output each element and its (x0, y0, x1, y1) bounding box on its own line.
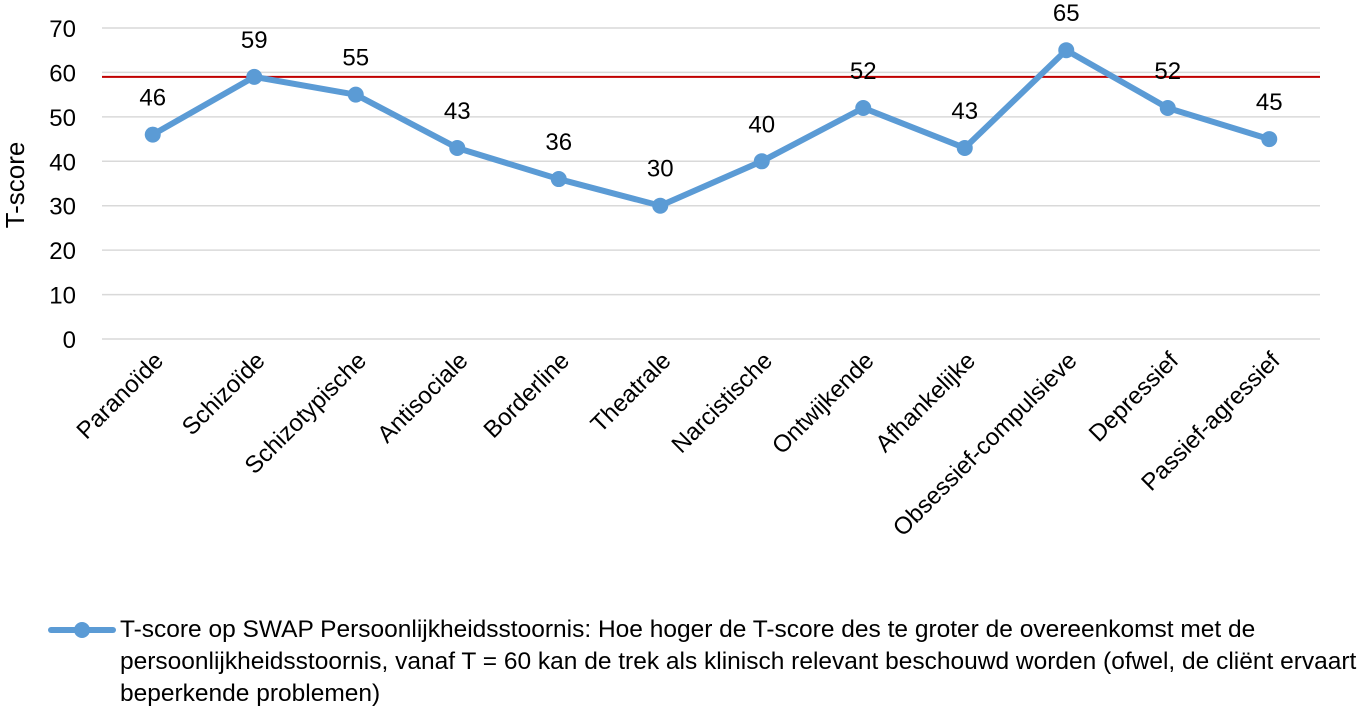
y-tick-label: 10 (49, 283, 76, 310)
y-tick-label: 60 (49, 60, 76, 87)
data-label: 46 (139, 85, 166, 112)
data-label: 43 (444, 98, 471, 125)
data-point (956, 139, 973, 156)
data-point (855, 99, 872, 116)
y-axis-title: T-score (0, 142, 30, 229)
y-axis-ticks: 0 10 20 30 40 50 60 70 (49, 16, 76, 354)
legend-dot-swatch (74, 622, 90, 638)
gridlines (102, 27, 1320, 340)
data-label: 52 (850, 58, 877, 85)
series-layer (144, 42, 1278, 214)
data-label: 65 (1053, 0, 1080, 27)
x-tick-label: Afhankelijke (870, 347, 981, 458)
legend: T-score op SWAP Persoonlijkheidsstoornis… (48, 614, 1369, 714)
data-label: 30 (647, 156, 674, 183)
x-tick-label: Paranoïde (72, 347, 169, 444)
data-point (1261, 131, 1278, 148)
data-point (246, 68, 263, 85)
y-tick-label: 20 (49, 238, 76, 265)
x-tick-label: Theatrale (586, 347, 677, 438)
data-point (347, 86, 364, 103)
data-label: 45 (1256, 89, 1283, 116)
y-tick-label: 30 (49, 194, 76, 221)
x-tick-label: Borderline (479, 347, 575, 443)
data-label: 59 (241, 27, 268, 54)
x-tick-label: Obsessief-compulsieve (888, 347, 1083, 542)
line-chart: 0 10 20 30 40 50 60 70 Paranoïde SchizoïdeSchizo… (0, 0, 1320, 542)
data-point (449, 139, 466, 156)
y-tick-label: 70 (49, 16, 76, 43)
legend-series-label: T-score op SWAP Persoonlijkheidsstoornis… (120, 616, 1357, 707)
x-tick-label: Antisociale (372, 347, 473, 448)
data-point (652, 197, 669, 214)
data-label: 55 (342, 45, 369, 72)
data-point (550, 171, 567, 188)
data-labels: 46 59 55 43 36 30 40 52 43 65 52 45 (139, 0, 1283, 183)
y-tick-label: 40 (49, 149, 76, 176)
series-line (149, 47, 1273, 209)
data-point (753, 153, 770, 170)
y-tick-label: 0 (63, 327, 76, 354)
data-label: 52 (1154, 58, 1181, 85)
data-point (1159, 99, 1176, 116)
data-label: 40 (748, 111, 775, 138)
x-tick-label: Narcistische (666, 347, 778, 459)
y-tick-label: 50 (49, 105, 76, 132)
legend-marker (48, 616, 116, 644)
data-point (144, 126, 161, 143)
data-point (1058, 42, 1075, 59)
data-label: 43 (951, 98, 978, 125)
data-label: 36 (545, 129, 572, 156)
x-tick-label: Depressief (1084, 347, 1184, 447)
x-tick-label: Ontwijkende (767, 347, 879, 459)
x-tick-label: Schizoïde (177, 347, 271, 441)
